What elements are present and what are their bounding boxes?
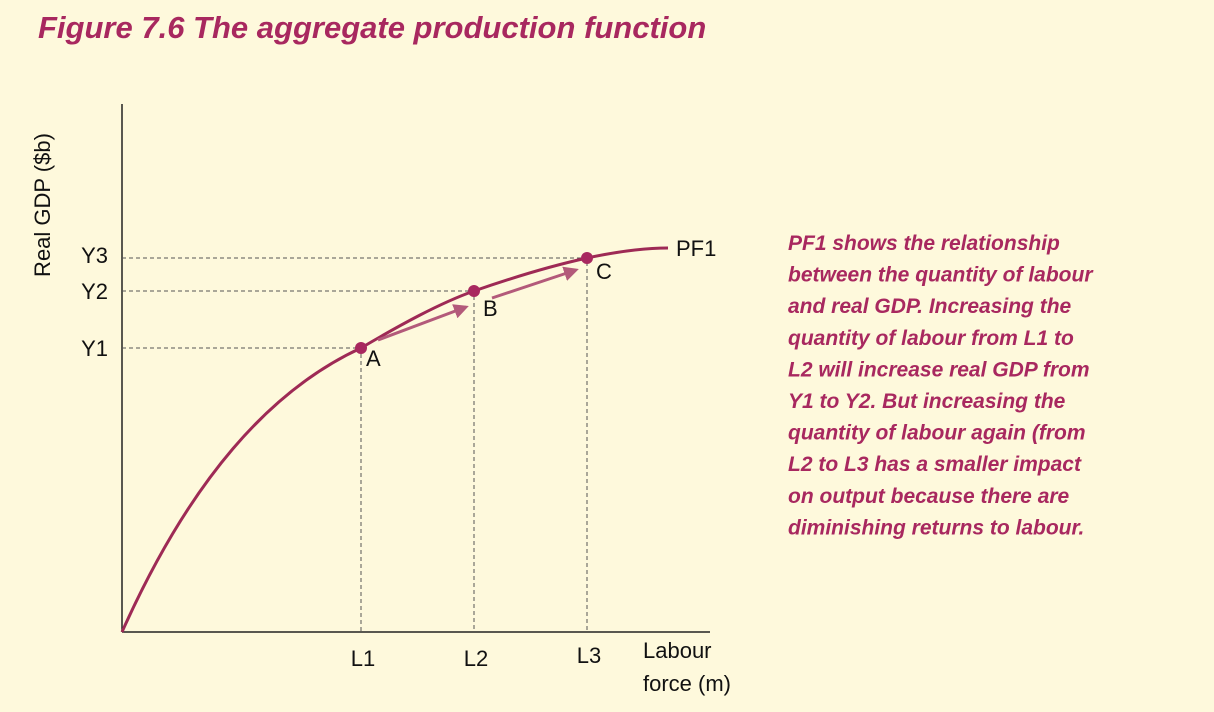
y-axis-label: Real GDP ($b) bbox=[30, 133, 55, 277]
production-curve bbox=[120, 246, 669, 633]
point bbox=[355, 342, 367, 354]
note-line: quantity of labour again (from bbox=[788, 422, 1086, 445]
point-label: C bbox=[596, 259, 612, 284]
note: PF1 shows the relationship between the qu… bbox=[788, 232, 1094, 539]
y-tick-label: Y3 bbox=[81, 243, 108, 268]
curve-label: PF1 bbox=[676, 236, 716, 261]
x-tick-label: L3 bbox=[577, 643, 601, 668]
note-line: L2 to L3 has a smaller impact bbox=[788, 453, 1082, 476]
note-line: and real GDP. Increasing the bbox=[788, 295, 1072, 318]
point-label: B bbox=[483, 296, 498, 321]
point bbox=[581, 252, 593, 264]
x-tick-label: L2 bbox=[464, 646, 488, 671]
point bbox=[468, 285, 480, 297]
note-line: quantity of labour from L1 to bbox=[788, 327, 1074, 350]
point-label: A bbox=[366, 346, 381, 371]
x-axis-label: Labour bbox=[643, 638, 712, 663]
note-line: between the quantity of labour bbox=[788, 264, 1094, 287]
note-line: L2 will increase real GDP from bbox=[788, 358, 1090, 381]
note-line: diminishing returns to labour. bbox=[788, 516, 1084, 539]
arrow bbox=[377, 304, 469, 342]
y-tick-label: Y2 bbox=[81, 279, 108, 304]
x-tick-label: L1 bbox=[351, 646, 375, 671]
x-axis-label: force (m) bbox=[643, 671, 731, 696]
note-line: on output because there are bbox=[788, 485, 1070, 508]
note-line: Y1 to Y2. But increasing the bbox=[788, 390, 1066, 413]
y-tick-label: Y1 bbox=[81, 336, 108, 361]
note-line: PF1 shows the relationship bbox=[788, 232, 1060, 255]
title: Figure 7.6 The aggregate production func… bbox=[38, 10, 706, 45]
arrow bbox=[491, 266, 579, 300]
